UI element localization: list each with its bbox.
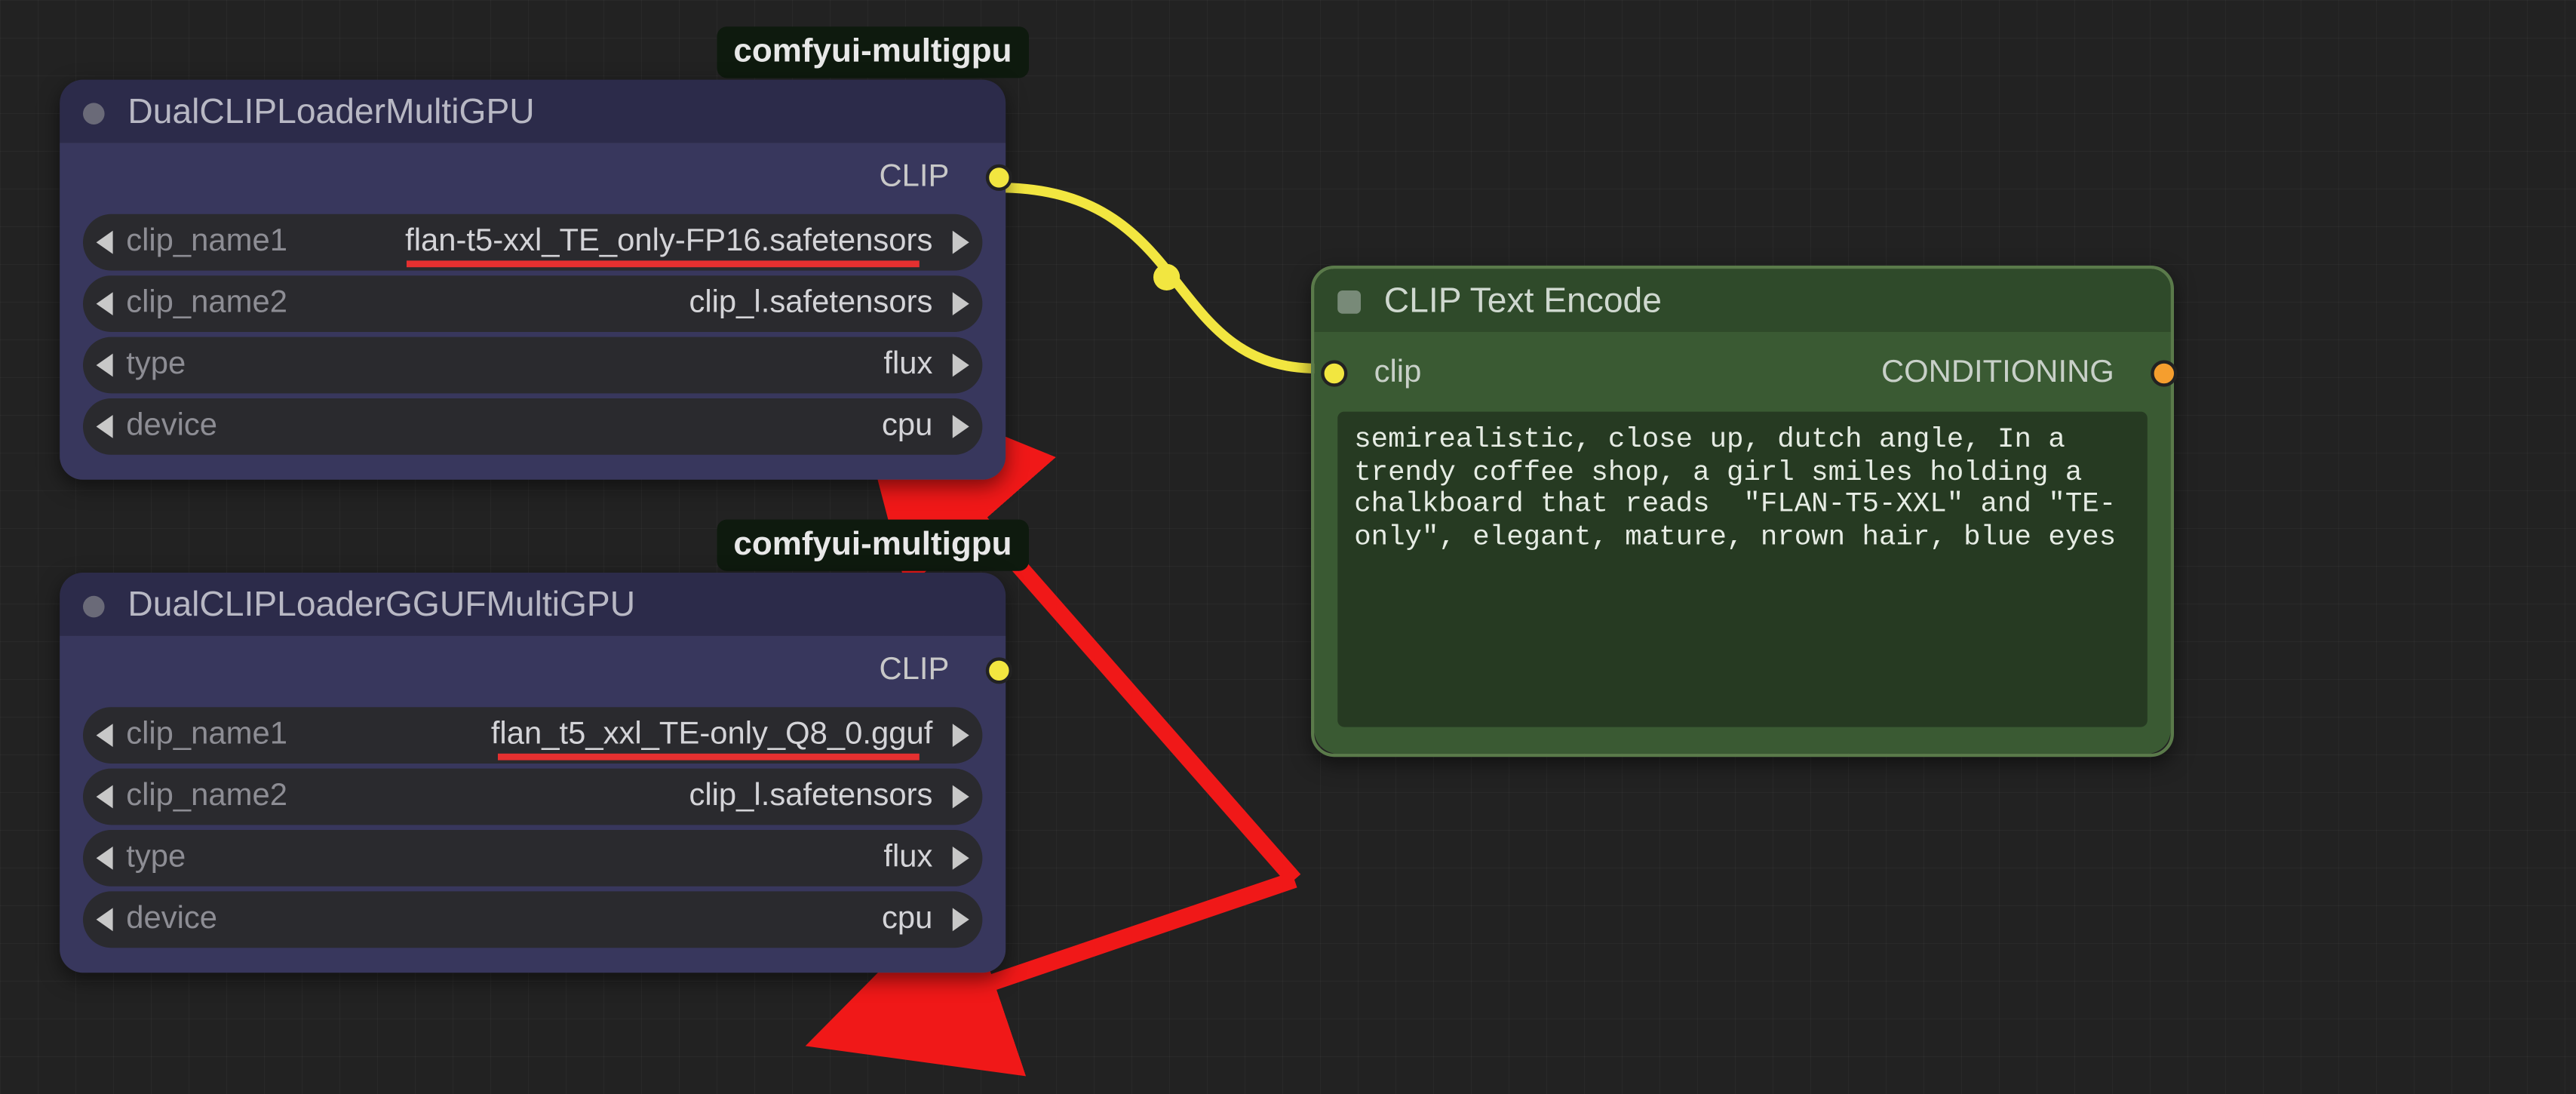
node3-output-label: CONDITIONING <box>1881 355 2114 392</box>
node2-header[interactable]: DualCLIPLoaderGGUFMultiGPU <box>60 573 1006 636</box>
node1-clip_name1[interactable]: clip_name1 flan-t5-xxl_TE_only-FP16.safe… <box>83 214 982 271</box>
widget-value: flan-t5-xxl_TE_only-FP16.safetensors <box>405 224 932 260</box>
arrow-right-icon[interactable] <box>953 354 969 377</box>
badge-multigpu-1: comfyui-multigpu <box>717 26 1028 78</box>
node3-clip-input-socket[interactable] <box>1321 360 1347 386</box>
arrow-left-icon[interactable] <box>97 908 113 931</box>
node1-clip_name2[interactable]: clip_name2 clip_l.safetensors <box>83 275 982 332</box>
widget-value: cpu <box>882 408 932 444</box>
arrow-right-icon[interactable] <box>953 415 969 438</box>
prompt-textarea[interactable]: semirealistic, close up, dutch angle, In… <box>1337 412 2148 727</box>
widget-value: clip_l.safetensors <box>689 285 932 321</box>
node-clip-text-encode[interactable]: CLIP Text Encode clip CONDITIONING semir… <box>1311 266 2174 757</box>
arrow-left-icon[interactable] <box>97 354 113 377</box>
arrow-right-icon[interactable] <box>953 785 969 809</box>
node-dualcliploader-multigpu[interactable]: DualCLIPLoaderMultiGPU CLIP clip_name1 f… <box>60 80 1006 480</box>
wire-midpoint-dot <box>1153 264 1180 290</box>
widget-label: clip_name2 <box>126 285 287 321</box>
node2-output-label: CLIP <box>879 653 949 689</box>
widget-value: flux <box>883 347 932 383</box>
widget-label: clip_name1 <box>126 717 287 753</box>
badge-multigpu-2: comfyui-multigpu <box>717 520 1028 571</box>
node3-title: CLIP Text Encode <box>1384 282 1662 322</box>
underline-red-1 <box>407 260 920 267</box>
arrow-right-icon[interactable] <box>953 908 969 931</box>
widget-label: type <box>126 840 186 876</box>
arrow-left-icon[interactable] <box>97 785 113 809</box>
node1-output-row: CLIP <box>76 159 989 209</box>
wire-clip <box>997 188 1318 369</box>
node3-input-label: clip <box>1374 355 1422 392</box>
arrow-right-icon[interactable] <box>953 231 969 254</box>
node2-clip_name1[interactable]: clip_name1 flan_t5_xxl_TE-only_Q8_0.gguf <box>83 707 982 764</box>
arrow-left-icon[interactable] <box>97 415 113 438</box>
node2-clip_name2[interactable]: clip_name2 clip_l.safetensors <box>83 769 982 825</box>
node2-output-row: CLIP <box>76 653 989 702</box>
red-arrow-2 <box>963 880 1294 993</box>
node1-clip-socket[interactable] <box>986 164 1012 191</box>
widget-label: device <box>126 902 217 938</box>
arrow-right-icon[interactable] <box>953 724 969 747</box>
node1-title: DualCLIPLoaderMultiGPU <box>127 93 534 133</box>
node2-type[interactable]: type flux <box>83 830 982 887</box>
arrow-left-icon[interactable] <box>97 847 113 870</box>
widget-value: flan_t5_xxl_TE-only_Q8_0.gguf <box>491 717 933 753</box>
node3-header[interactable]: CLIP Text Encode <box>1314 269 2170 332</box>
widget-label: clip_name2 <box>126 779 287 815</box>
arrow-right-icon[interactable] <box>953 847 969 870</box>
node2-clip-socket[interactable] <box>986 657 1012 684</box>
node1-device[interactable]: device cpu <box>83 398 982 455</box>
node1-output-label: CLIP <box>879 159 949 195</box>
arrow-left-icon[interactable] <box>97 724 113 747</box>
collapse-dot[interactable] <box>83 102 105 124</box>
node3-conditioning-socket[interactable] <box>2151 360 2177 386</box>
collapse-dot[interactable] <box>1337 290 1361 314</box>
widget-value: cpu <box>882 902 932 938</box>
arrow-right-icon[interactable] <box>953 292 969 315</box>
widget-label: type <box>126 347 186 383</box>
node2-device[interactable]: device cpu <box>83 891 982 948</box>
node2-title: DualCLIPLoaderGGUFMultiGPU <box>127 586 635 626</box>
collapse-dot[interactable] <box>83 595 105 617</box>
node1-header[interactable]: DualCLIPLoaderMultiGPU <box>60 80 1006 143</box>
widget-label: clip_name1 <box>126 224 287 260</box>
arrow-left-icon[interactable] <box>97 292 113 315</box>
underline-red-2 <box>498 754 920 761</box>
widget-value: flux <box>883 840 932 876</box>
arrow-left-icon[interactable] <box>97 231 113 254</box>
node-dualcliploader-gguf-multigpu[interactable]: DualCLIPLoaderGGUFMultiGPU CLIP clip_nam… <box>60 573 1006 973</box>
node1-type[interactable]: type flux <box>83 337 982 394</box>
widget-label: device <box>126 408 217 444</box>
widget-value: clip_l.safetensors <box>689 779 932 815</box>
